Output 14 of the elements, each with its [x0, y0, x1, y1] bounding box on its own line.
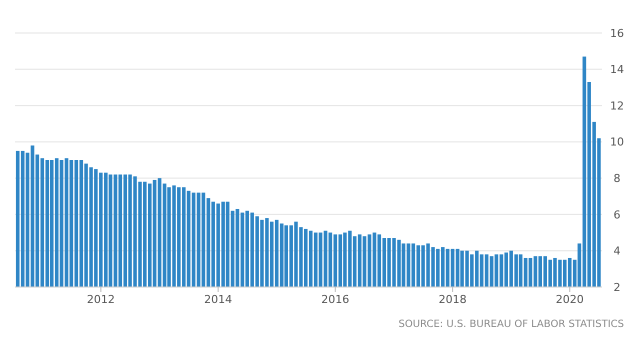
y-tick-label: 14 — [610, 63, 624, 76]
y-tick-label: 4 — [614, 244, 620, 258]
x-tick-label: 2014 — [204, 293, 232, 306]
y-tick-label: 8 — [614, 172, 620, 185]
x-tick-label: 2012 — [86, 293, 115, 306]
x-tick-label: 2016 — [321, 293, 350, 306]
source-note: SOURCE: U.S. BUREAU OF LABOR STATISTICS — [398, 319, 624, 330]
x-tick-label: 2020 — [556, 293, 584, 306]
y-tick-label: 10 — [610, 136, 624, 149]
y-tick-label: 2 — [614, 280, 620, 294]
y-tick-label: 12 — [610, 99, 624, 112]
x-tick-label: 2018 — [438, 293, 467, 306]
y-tick-label: 6 — [614, 208, 620, 222]
y-tick-label: 16 — [610, 26, 624, 40]
